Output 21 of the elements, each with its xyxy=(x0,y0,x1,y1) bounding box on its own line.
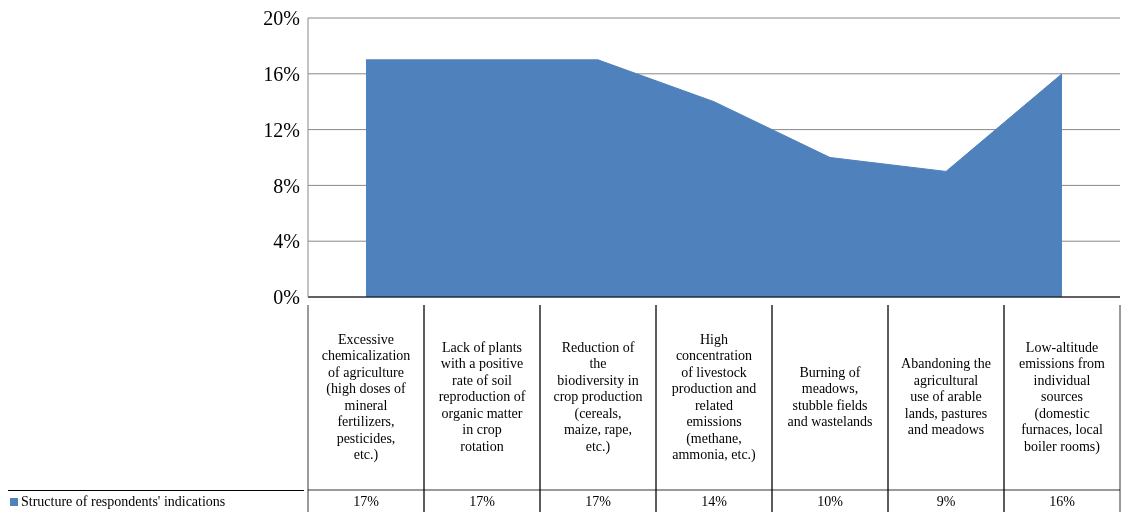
data-label: 17% xyxy=(585,494,612,509)
y-tick-label: 0% xyxy=(273,286,300,309)
x-tick-label: Lack of plants with a positive rate of soil reproduction of organic matter in crop rotation xyxy=(438,339,526,454)
legend-label: Structure of respondents' indications xyxy=(21,494,226,510)
x-tick-label: Excessive chemicalization of agriculture (high doses of mineral fertilizers, pesticides, etc.) xyxy=(321,331,411,463)
data-label: 17% xyxy=(469,494,496,509)
data-label: 9% xyxy=(936,494,956,509)
x-tick-label: Reduction of the biodiversity in crop production (cereals, maize, rape, etc.) xyxy=(553,339,643,455)
data-label: 14% xyxy=(701,494,728,509)
x-tick-label: Burning of meadows, stubble fields and wastelands xyxy=(787,364,873,429)
y-tick-label: 12% xyxy=(263,118,300,141)
y-tick-label: 8% xyxy=(273,174,300,197)
x-tick-label: Low-altitude emissions from individual sources (domestic furnaces, local boiler rooms) xyxy=(1019,339,1106,455)
x-tick-label: High concentration of livestock production and related emissions (methane, ammonia, etc.) xyxy=(671,331,757,463)
data-label: 17% xyxy=(353,494,380,509)
x-tick-label: Abandoning the agricultural use of arable lands, pastures and meadows xyxy=(901,356,991,438)
y-tick-label: 4% xyxy=(273,230,300,253)
data-label: 16% xyxy=(1049,494,1076,509)
y-tick-label: 16% xyxy=(263,62,300,85)
y-tick-label: 20% xyxy=(263,7,300,30)
data-label: 10% xyxy=(817,494,844,509)
